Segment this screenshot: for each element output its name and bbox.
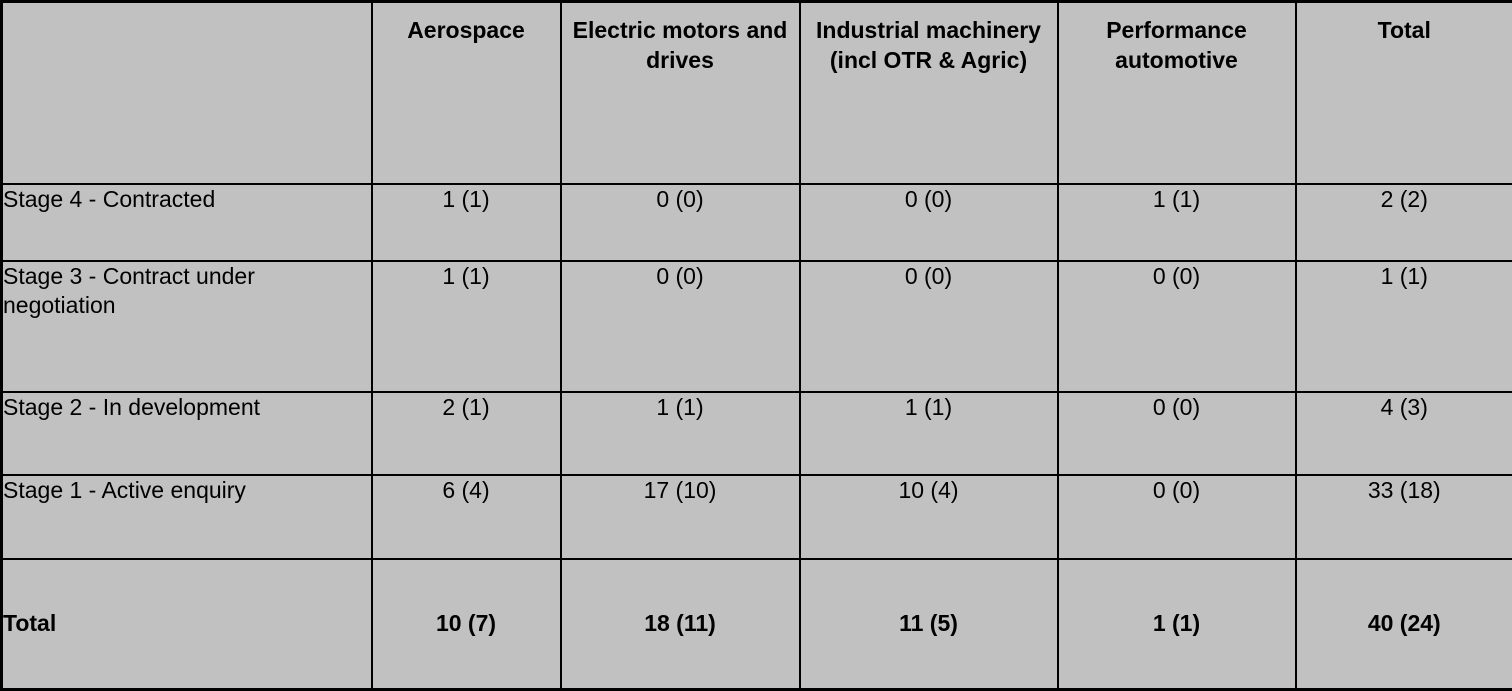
column-header-performance-automotive: Performance automotive bbox=[1058, 2, 1296, 184]
cell-stage2-industrial-machinery: 1 (1) bbox=[800, 392, 1058, 475]
header-row: Aerospace Electric motors and drives Ind… bbox=[2, 2, 1512, 184]
row-label-total: Total bbox=[2, 559, 372, 690]
cell-stage1-aerospace: 6 (4) bbox=[372, 475, 561, 559]
cell-stage2-performance-automotive: 0 (0) bbox=[1058, 392, 1296, 475]
cell-stage4-performance-automotive: 1 (1) bbox=[1058, 184, 1296, 261]
cell-stage2-total: 4 (3) bbox=[1296, 392, 1512, 475]
table-row-stage4: Stage 4 - Contracted 1 (1) 0 (0) 0 (0) 1… bbox=[2, 184, 1512, 261]
column-header-aerospace: Aerospace bbox=[372, 2, 561, 184]
cell-stage1-industrial-machinery: 10 (4) bbox=[800, 475, 1058, 559]
column-header-total: Total bbox=[1296, 2, 1512, 184]
cell-stage3-electric-motors: 0 (0) bbox=[561, 261, 800, 392]
row-label-stage4: Stage 4 - Contracted bbox=[2, 184, 372, 261]
table-row-total: Total 10 (7) 18 (11) 11 (5) 1 (1) 40 (24… bbox=[2, 559, 1512, 690]
cell-stage1-electric-motors: 17 (10) bbox=[561, 475, 800, 559]
cell-stage4-industrial-machinery: 0 (0) bbox=[800, 184, 1058, 261]
cell-total-electric-motors: 18 (11) bbox=[561, 559, 800, 690]
cell-total-aerospace: 10 (7) bbox=[372, 559, 561, 690]
row-label-stage3: Stage 3 - Contract under negotiation bbox=[2, 261, 372, 392]
table-row-stage2: Stage 2 - In development 2 (1) 1 (1) 1 (… bbox=[2, 392, 1512, 475]
cell-stage4-total: 2 (2) bbox=[1296, 184, 1512, 261]
table-row-stage3: Stage 3 - Contract under negotiation 1 (… bbox=[2, 261, 1512, 392]
cell-stage3-aerospace: 1 (1) bbox=[372, 261, 561, 392]
cell-stage1-total: 33 (18) bbox=[1296, 475, 1512, 559]
cell-stage4-electric-motors: 0 (0) bbox=[561, 184, 800, 261]
row-label-stage1: Stage 1 - Active enquiry bbox=[2, 475, 372, 559]
cell-total-total: 40 (24) bbox=[1296, 559, 1512, 690]
column-header-electric-motors: Electric motors and drives bbox=[561, 2, 800, 184]
row-label-stage2: Stage 2 - In development bbox=[2, 392, 372, 475]
cell-stage2-electric-motors: 1 (1) bbox=[561, 392, 800, 475]
cell-total-performance-automotive: 1 (1) bbox=[1058, 559, 1296, 690]
table-row-stage1: Stage 1 - Active enquiry 6 (4) 17 (10) 1… bbox=[2, 475, 1512, 559]
cell-stage2-aerospace: 2 (1) bbox=[372, 392, 561, 475]
cell-stage1-performance-automotive: 0 (0) bbox=[1058, 475, 1296, 559]
column-header-industrial-machinery: Industrial machinery (incl OTR & Agric) bbox=[800, 2, 1058, 184]
cell-stage3-industrial-machinery: 0 (0) bbox=[800, 261, 1058, 392]
cell-stage4-aerospace: 1 (1) bbox=[372, 184, 561, 261]
cell-stage3-total: 1 (1) bbox=[1296, 261, 1512, 392]
corner-cell bbox=[2, 2, 372, 184]
cell-stage3-performance-automotive: 0 (0) bbox=[1058, 261, 1296, 392]
cell-total-industrial-machinery: 11 (5) bbox=[800, 559, 1058, 690]
